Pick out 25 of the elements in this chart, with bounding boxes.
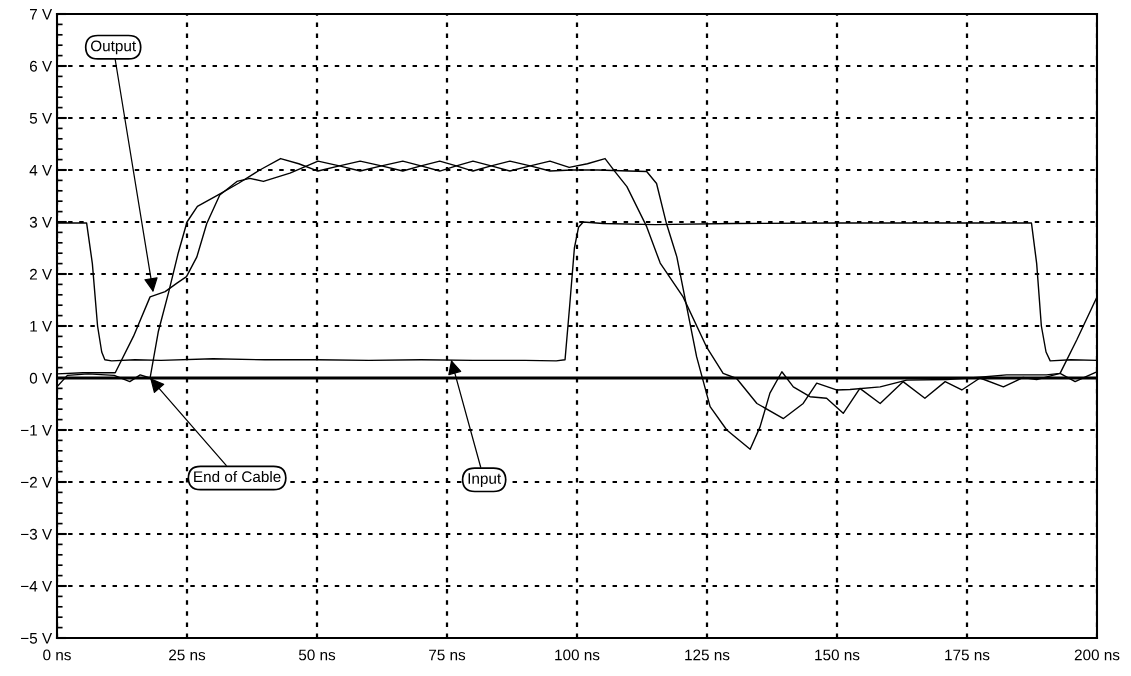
y-tick-label: −3 V (21, 528, 53, 540)
y-tick-label: 5 V (29, 113, 53, 124)
y-tick-label: −4 V (21, 581, 53, 592)
annotation: Output (90, 40, 137, 55)
x-tick-label: 50 ns (298, 649, 336, 661)
y-tick-label: 7 V (29, 9, 53, 20)
annotation: End of Cable (194, 470, 281, 483)
y-tick-label: −1 V (21, 425, 53, 436)
y-tick-label: 1 V (30, 321, 53, 332)
y-tick-label: −2 V (21, 476, 53, 488)
y-tick-label: 2 V (29, 268, 53, 280)
x-tick-label: 0 ns (43, 649, 71, 661)
y-tick-label: 4 V (29, 165, 53, 176)
x-tick-label: 25 ns (169, 649, 206, 661)
x-tick-label: 100 ns (555, 649, 600, 661)
annotation: Input (468, 473, 502, 487)
y-tick-label: 3 V (29, 216, 53, 228)
y-tick-label: −5 V (21, 633, 53, 644)
x-tick-label: 150 ns (815, 649, 860, 661)
y-tick-label: 0 V (29, 372, 53, 384)
x-tick-label: 125 ns (685, 649, 730, 661)
x-tick-label: 175 ns (945, 649, 990, 661)
x-tick-label: 200 ns (1074, 649, 1120, 661)
y-tick-label: 6 V (29, 60, 53, 72)
x-tick-label: 75 ns (429, 649, 466, 661)
